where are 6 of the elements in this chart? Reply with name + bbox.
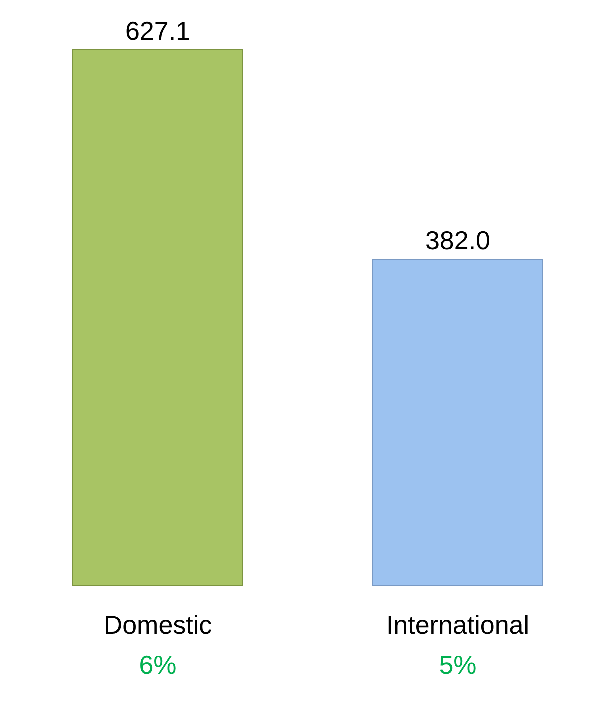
text: 5% (439, 650, 477, 680)
data-label: 627.1 (125, 16, 191, 46)
data-label: 382.0 (425, 225, 491, 256)
x-tick-label: International (386, 610, 530, 640)
x-tick-label: Domestic (104, 610, 212, 640)
text: 6% (139, 650, 177, 680)
